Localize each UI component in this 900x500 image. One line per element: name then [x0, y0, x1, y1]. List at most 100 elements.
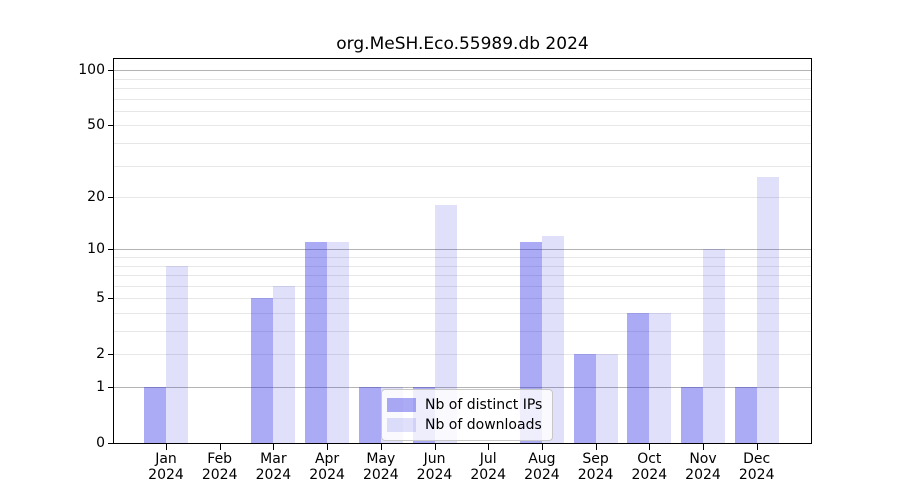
y-tick-label-100: 100: [78, 62, 105, 79]
gridline-minor-2: [114, 354, 811, 356]
x-tick-dec: [756, 444, 758, 450]
gridline-minor-3: [114, 331, 811, 332]
bar-distinct-ips-jan: [144, 387, 166, 443]
x-tick-may: [380, 444, 382, 450]
x-tick-month: Oct: [637, 451, 662, 467]
y-tick-1: [108, 387, 114, 388]
y-tick-label-20: 20: [87, 189, 105, 206]
bar-distinct-ips-dec: [734, 387, 757, 443]
x-tick-label-apr: Apr 2024: [285, 451, 369, 483]
chart-title: org.MeSH.Eco.55989.db 2024: [336, 34, 589, 54]
x-tick-nov: [703, 444, 704, 450]
plot-area: [113, 58, 812, 444]
x-tick-sep: [595, 444, 597, 450]
x-tick-month: Apr: [314, 451, 340, 467]
y-tick-label-50: 50: [87, 117, 105, 134]
y-tick-label-2: 2: [96, 346, 105, 363]
legend-swatch-downloads: [387, 418, 416, 432]
bar-distinct-ips-nov: [681, 387, 703, 443]
legend-swatch-distinct-ips: [387, 398, 416, 412]
y-tick-20: [108, 197, 114, 199]
x-tick-label-oct: Oct 2024: [607, 451, 691, 483]
bar-downloads-dec: [756, 176, 779, 443]
gridline-major-100: [114, 70, 811, 72]
x-tick-year: 2024: [416, 467, 453, 483]
x-tick-month: Aug: [528, 451, 556, 467]
gridline-minor-20: [114, 197, 811, 199]
bar-downloads-sep: [595, 354, 618, 443]
bar-downloads-oct: [649, 312, 672, 443]
gridline-minor-60: [114, 110, 811, 112]
y-tick-5: [108, 298, 114, 300]
x-tick-year: 2024: [577, 467, 614, 483]
x-tick-label-nov: Nov 2024: [661, 451, 745, 483]
x-tick-month: Jul: [479, 451, 497, 467]
bar-downloads-mar: [273, 285, 296, 443]
x-tick-month: Feb: [207, 451, 233, 467]
gridline-minor-50: [114, 125, 811, 127]
legend: Nb of distinct IPs Nb of downloads: [381, 389, 554, 441]
x-tick-year: 2024: [685, 467, 721, 483]
gridline-minor-5: [114, 298, 811, 300]
x-tick-label-dec: Dec 2024: [715, 451, 799, 483]
gridline-minor-9: [114, 256, 811, 258]
y-tick-label-5: 5: [96, 290, 105, 307]
gridline-minor-8: [114, 265, 811, 267]
gridline-minor-6: [114, 285, 811, 287]
y-tick-label-1: 1: [96, 379, 105, 395]
legend-label-downloads: Nb of downloads: [425, 417, 542, 433]
x-tick-year: 2024: [148, 467, 184, 483]
x-tick-label-jun: Jun 2024: [393, 451, 477, 483]
x-tick-mar: [273, 444, 275, 450]
gridline-minor-40: [114, 143, 811, 144]
y-tick-2: [108, 354, 114, 356]
x-tick-jun: [434, 444, 436, 450]
bar-distinct-ips-sep: [573, 354, 596, 443]
y-tick-100: [108, 70, 114, 72]
x-tick-year: 2024: [470, 467, 506, 483]
bar-distinct-ips-mar: [251, 298, 274, 443]
gridline-minor-80: [114, 88, 811, 89]
legend-row-downloads: Nb of downloads: [387, 415, 542, 435]
x-tick-label-feb: Feb 2024: [178, 451, 262, 483]
bar-distinct-ips-apr: [305, 242, 328, 443]
x-tick-label-jul: Jul 2024: [446, 451, 530, 483]
bar-downloads-nov: [703, 249, 725, 443]
x-tick-label-may: May 2024: [339, 451, 423, 483]
y-tick-10: [108, 249, 114, 251]
x-tick-year: 2024: [524, 467, 560, 483]
y-tick-label-10: 10: [87, 241, 105, 258]
x-tick-month: Nov: [689, 451, 717, 467]
x-tick-aug: [541, 444, 543, 450]
gridline-minor-30: [114, 165, 811, 167]
y-tick-50: [108, 125, 114, 127]
x-tick-year: 2024: [738, 467, 775, 483]
gridline-minor-7: [114, 275, 811, 277]
gridline-minor-90: [114, 78, 811, 80]
x-tick-year: 2024: [309, 467, 345, 483]
x-tick-jul: [488, 444, 490, 450]
y-tick-label-0: 0: [96, 435, 105, 451]
x-tick-month: Sep: [582, 451, 609, 467]
bar-distinct-ips-oct: [627, 312, 650, 443]
x-tick-label-aug: Aug 2024: [500, 451, 584, 483]
gridline-major-10: [114, 249, 811, 251]
gridline-major-1: [114, 387, 811, 388]
gridline-minor-4: [114, 312, 811, 314]
x-tick-month: Dec: [743, 451, 771, 467]
x-tick-oct: [649, 444, 651, 450]
x-tick-label-jan: Jan 2024: [124, 451, 208, 483]
x-tick-year: 2024: [362, 467, 399, 483]
bar-downloads-apr: [327, 242, 350, 443]
x-tick-label-mar: Mar 2024: [231, 451, 315, 483]
x-tick-year: 2024: [631, 467, 668, 483]
x-tick-year: 2024: [255, 467, 292, 483]
x-tick-year: 2024: [201, 467, 238, 483]
legend-row-distinct-ips: Nb of distinct IPs: [387, 395, 542, 415]
gridline-minor-70: [114, 98, 811, 100]
y-tick-0: [108, 443, 114, 444]
bar-distinct-ips-may: [358, 387, 381, 443]
bar-downloads-jan: [166, 265, 188, 443]
bar-downloads-jun: [434, 205, 457, 443]
